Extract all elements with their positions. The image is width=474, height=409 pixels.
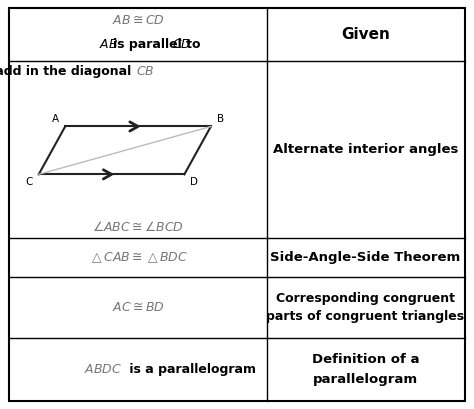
Text: $AB$: $AB$ [100,38,118,51]
Text: Definition of a
parallelogram: Definition of a parallelogram [312,353,419,386]
Text: Given: Given [341,27,390,42]
Text: Corresponding congruent
parts of congruent triangles: Corresponding congruent parts of congrue… [266,292,465,323]
Text: $ABDC$: $ABDC$ [84,363,122,376]
Text: $AC \cong BD$: $AC \cong BD$ [111,301,164,314]
Text: We can add in the diagonal: We can add in the diagonal [0,65,136,77]
Text: Alternate interior angles: Alternate interior angles [273,143,458,156]
Text: C: C [26,177,33,187]
Text: $\angle ABC \cong \angle BCD$: $\angle ABC \cong \angle BCD$ [92,220,184,234]
Text: $CB$: $CB$ [136,65,155,77]
Text: is a parallelogram: is a parallelogram [125,363,256,376]
Text: D: D [190,177,198,187]
Text: A: A [52,114,59,124]
Text: $CD$: $CD$ [172,38,192,51]
Text: $\triangle CAB \cong \triangle BDC$: $\triangle CAB \cong \triangle BDC$ [89,250,188,265]
Text: is parallel to: is parallel to [113,38,201,51]
Text: B: B [217,114,224,124]
Text: Side-Angle-Side Theorem: Side-Angle-Side Theorem [271,251,461,264]
Text: $AB \cong CD$: $AB \cong CD$ [111,14,164,27]
